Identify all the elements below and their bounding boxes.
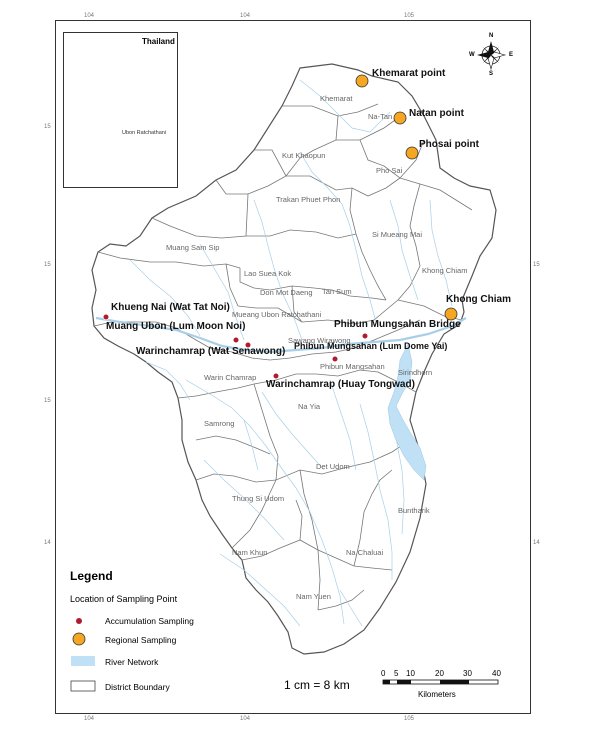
lon-tick-label: 105 [404,716,415,722]
legend-boundary-label: District Boundary [105,682,170,692]
legend-river-symbol [71,656,95,666]
accumulation-site-label: Khueng Nai (Wat Tat Noi) [111,302,230,313]
district-label: Nam Yuen [296,592,331,601]
lat-tick-label: 15 [44,124,51,130]
lat-tick-label: 15 [533,262,540,268]
accumulation-site-label: Phibun Mungsahan (Lum Dome Yai) [294,341,448,351]
province-outline [91,63,497,655]
district-label: Thung Si Udom [232,494,285,503]
lon-tick-label: 105 [404,13,415,19]
district-label: Phibun Mangsahan [320,362,385,371]
district-label: Na Chaluai [346,548,384,557]
accumulation-point [331,355,339,363]
district-label: Na-Tan [368,112,393,121]
regional-point [405,146,419,160]
district-label: Khemarat [320,94,353,103]
scale-unit: Kilometers [418,690,456,699]
lon-tick-label: 104 [240,13,251,19]
accumulation-site-label: Phibun Mungsahan Bridge [334,319,461,330]
accumulation-point [232,336,240,344]
accumulation-point [244,341,252,349]
district-label: Det Udom [316,462,350,471]
legend-subtitle: Location of Sampling Point [70,594,178,604]
compass-s: S [489,71,494,77]
accumulation-point [272,372,280,380]
scale-ratio: 1 cm = 8 km [284,678,350,692]
accumulation-site-label: Warinchamrap (Wat Senawong) [136,346,286,357]
scale-bar [382,679,499,685]
legend-river-label: River Network [105,657,159,667]
scale-bar-label: 0 [381,669,386,678]
accumulation-site-label: Muang Ubon (Lum Moon Noi) [106,321,246,332]
scale-bar-label: 20 [435,669,444,678]
legend-accumulation-symbol [76,618,82,624]
accumulation-point [361,332,369,340]
scale-bar-label: 10 [406,669,415,678]
district-label: Don Mot Daeng [260,288,313,297]
regional-site-label: Khong Chiam [446,294,511,305]
lon-tick-label: 104 [84,13,95,19]
district-label: Khong Chiam [422,266,468,275]
compass-e: E [509,52,514,58]
scale-bar-label: 5 [394,669,399,678]
lat-tick-label: 14 [44,540,51,546]
district-label: Si Mueang Mai [372,230,423,239]
accumulation-points [102,313,369,380]
district-label: Mueang Ubon Ratchathani [232,310,322,319]
lon-tick-label: 104 [240,716,251,722]
inset-map: Thailand Ubon Ratchathani [63,32,178,188]
lat-tick-label: 14 [533,540,540,546]
scale-bar-label: 30 [463,669,472,678]
regional-point [444,307,458,321]
legend-regional-label: Regional Sampling [105,635,177,645]
regional-point [355,74,369,88]
accumulation-site-label: Warinchamrap (Huay Tongwad) [266,379,415,390]
legend-title: Legend [70,569,113,583]
inset-province-label: Ubon Ratchathani [122,130,167,136]
lon-tick-label: 104 [84,716,95,722]
compass-n: N [489,33,494,39]
district-label: Nam Khun [232,548,268,557]
district-label: Buntharik [398,506,430,515]
accumulation-point [102,313,110,321]
river-network [95,79,467,627]
district-label: Warin Chamrap [204,373,257,382]
regional-site-label: Khemarat point [372,68,446,79]
compass-w: W [469,52,475,58]
district-label: Kut Khaopun [282,151,326,160]
district-label: Samrong [204,419,235,428]
district-boundaries [93,103,473,611]
lat-tick-label: 15 [44,262,51,268]
district-label: Pho Sai [376,166,403,175]
regional-site-label: Phosai point [419,139,479,150]
legend-regional-symbol [72,632,86,646]
regional-point [393,111,407,125]
sirindhorn-reservoir [387,343,427,481]
district-label: Trakan Phuet Phon [276,195,341,204]
inset-title: Thailand [142,37,175,46]
compass-rose-icon [477,41,507,71]
district-label: Muang Sam Sip [166,243,220,252]
district-label: Sawang Wirawong [288,336,351,345]
scale-bar-label: 40 [492,669,501,678]
regional-points [355,74,458,321]
district-label: Tan Sum [322,287,352,296]
regional-site-label: Natan point [409,108,464,119]
district-label: Sirindhorn [398,368,433,377]
district-label: Na Yia [298,402,321,411]
lat-tick-label: 15 [44,398,51,404]
district-label: Lao Suea Kok [244,269,292,278]
legend-accumulation-label: Accumulation Sampling [105,616,194,626]
legend-boundary-symbol [70,680,96,692]
